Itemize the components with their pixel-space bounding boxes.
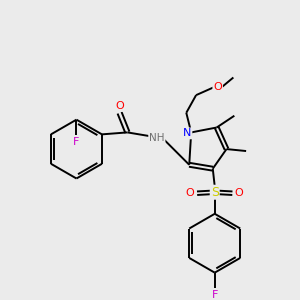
- Text: O: O: [186, 188, 195, 198]
- Text: S: S: [211, 186, 219, 199]
- Text: F: F: [73, 137, 80, 147]
- Text: O: O: [235, 188, 244, 198]
- Text: N: N: [183, 128, 191, 138]
- Text: NH: NH: [149, 133, 165, 143]
- Text: O: O: [213, 82, 222, 92]
- Text: O: O: [115, 101, 124, 111]
- Text: F: F: [212, 290, 218, 300]
